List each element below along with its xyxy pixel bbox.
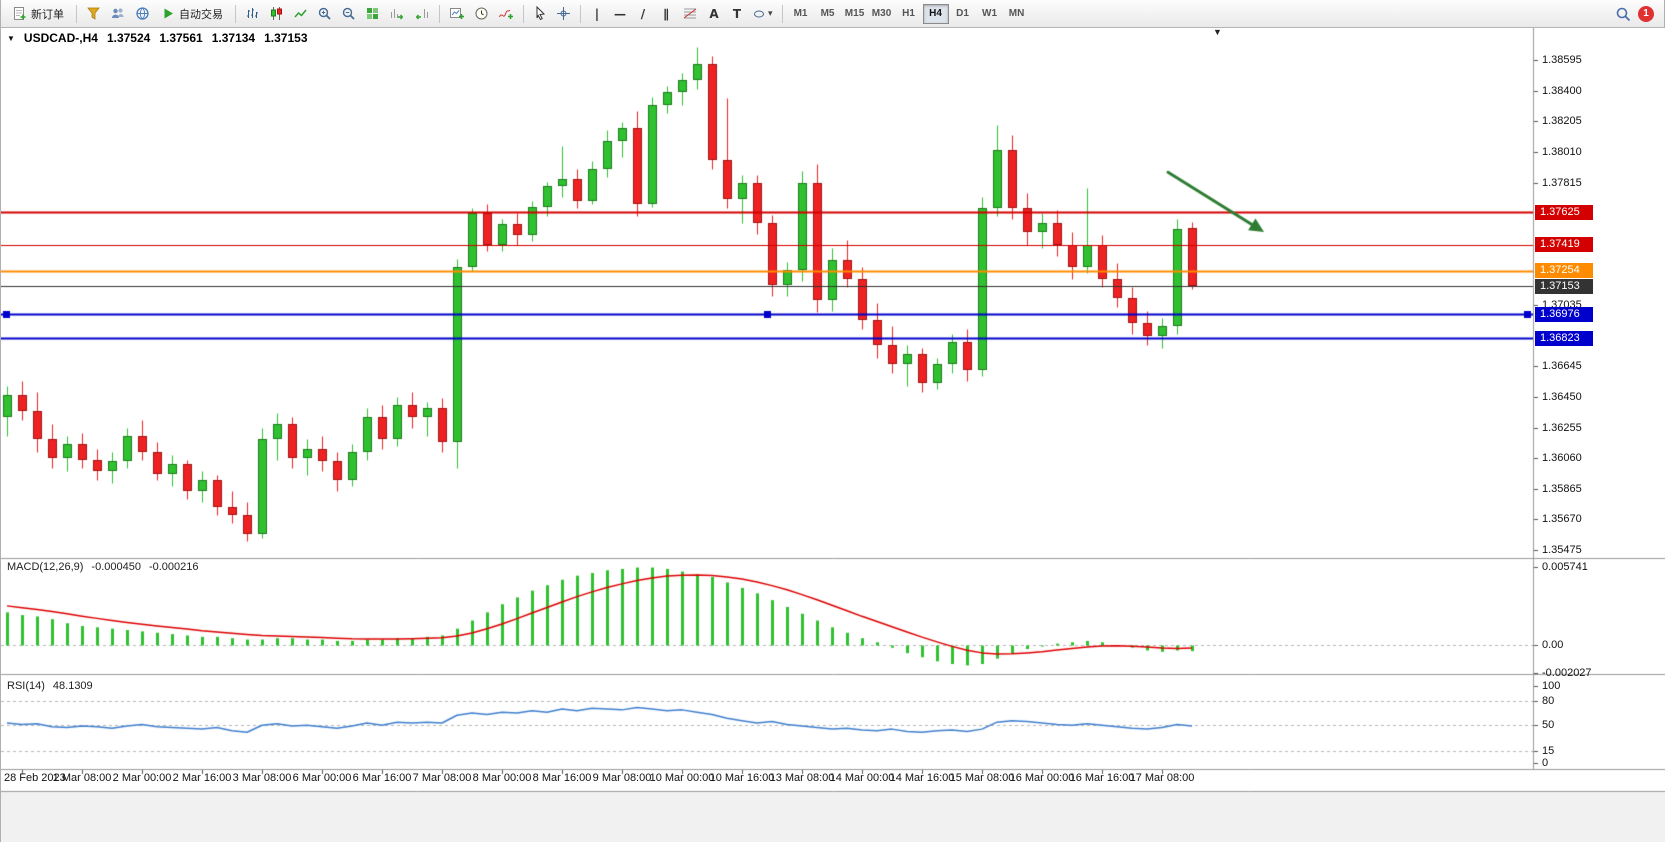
toolbar-separator (235, 4, 236, 23)
quote-open: 1.37524 (106, 31, 151, 45)
rsi-indicator-label: RSI(14) 48.1309 (7, 680, 93, 692)
period-clock-button[interactable] (470, 3, 493, 25)
quote-high: 1.37561 (159, 31, 203, 45)
autoscroll-button[interactable] (385, 3, 409, 25)
horizontal-line-button[interactable]: — (609, 3, 631, 25)
price-line-tag[interactable]: 1.37153 (1535, 278, 1593, 294)
cursor-icon (536, 6, 546, 21)
fibonacci-button[interactable] (678, 3, 702, 25)
autoscroll-icon (391, 9, 403, 20)
price-line-tag[interactable]: 1.37254 (1535, 263, 1593, 279)
chart-symbol-period: USDCAD-,H4 (23, 31, 98, 45)
users-icon (112, 8, 124, 18)
timeframe-h1-button[interactable]: H1 (896, 4, 922, 24)
new-order-label: 新订单 (31, 8, 64, 21)
autotrading-label: 自动交易 (179, 8, 223, 21)
timeframe-mn-button[interactable]: MN (1004, 4, 1030, 24)
timeframe-m15-button[interactable]: M15 (842, 4, 868, 24)
price-line-tag[interactable]: 1.37419 (1535, 237, 1593, 253)
zoom-in-button[interactable] (313, 3, 336, 25)
new-order-icon (14, 7, 26, 20)
toolbar-separator (439, 4, 440, 23)
candlestick-icon (271, 7, 282, 20)
main-toolbar: 新订单 自动交易 (1, 0, 1664, 28)
rsi-name: RSI(14) (7, 680, 45, 692)
new-chart-icon (450, 8, 464, 19)
search-button[interactable] (1611, 3, 1635, 25)
info-globe-button[interactable] (131, 3, 154, 25)
price-line-tag[interactable]: 1.37625 (1535, 204, 1593, 220)
price-line-tag[interactable]: 1.36976 (1535, 306, 1593, 322)
play-icon (164, 8, 173, 19)
macd-indicator-label: MACD(12,26,9) -0.000450 -0.000216 (7, 561, 199, 573)
chart-shift-marker-icon[interactable]: ▼ (1213, 27, 1222, 37)
indicators-icon (499, 9, 513, 19)
zoom-out-icon (342, 7, 355, 20)
quote-low: 1.37134 (211, 31, 256, 45)
macd-name: MACD(12,26,9) (7, 561, 84, 573)
line-chart-button[interactable] (289, 3, 312, 25)
vertical-line-button[interactable]: | (586, 3, 608, 25)
clock-icon (475, 7, 488, 20)
indicators-button[interactable] (494, 3, 518, 25)
shapes-dropdown-button[interactable]: ▾ (749, 3, 777, 25)
new-order-button[interactable]: 新订单 (5, 3, 71, 25)
community-users-button[interactable] (106, 3, 130, 25)
cursor-button[interactable] (529, 3, 551, 25)
candlestick-chart-button[interactable] (265, 3, 288, 25)
label-tool-button[interactable]: T (726, 3, 748, 25)
chevron-down-icon: ▾ (768, 8, 773, 19)
rsi-value: 48.1309 (52, 680, 93, 692)
search-icon (1616, 7, 1631, 21)
ellipse-shape-icon (754, 10, 764, 17)
timeframe-d1-button[interactable]: D1 (950, 4, 976, 24)
fibonacci-icon (683, 8, 697, 19)
crosshair-button[interactable] (552, 3, 575, 25)
notification-badge[interactable]: 1 (1638, 5, 1654, 22)
trendline-button[interactable]: / (632, 3, 654, 25)
globe-icon (136, 7, 149, 20)
chart-shift-icon (416, 9, 428, 20)
timeframe-h4-button[interactable]: H4 (922, 3, 949, 24)
chart-canvas[interactable] (1, 28, 1665, 842)
funnel-icon (87, 7, 100, 20)
toolbar-separator (523, 4, 524, 23)
timeframe-m1-button[interactable]: M1 (788, 4, 814, 24)
line-chart-icon (294, 9, 307, 18)
chart-title: ▼ USDCAD-,H4 1.37524 1.37561 1.37134 1.3… (7, 31, 308, 45)
channel-button[interactable]: ∥ (655, 3, 677, 25)
tile-windows-button[interactable] (361, 3, 384, 25)
chart-shift-button[interactable] (410, 3, 434, 25)
toolbar-separator (781, 4, 783, 23)
tile-windows-icon (367, 8, 378, 19)
macd-signal-value: -0.000216 (148, 561, 199, 573)
crosshair-icon (557, 7, 570, 20)
new-chart-button[interactable] (445, 3, 469, 25)
autotrading-button[interactable]: 自动交易 (155, 3, 230, 25)
text-tool-button[interactable]: A (703, 3, 725, 25)
timeframe-w1-button[interactable]: W1 (977, 4, 1003, 24)
timeframe-m30-button[interactable]: M30 (869, 4, 895, 24)
toolbar-separator (76, 4, 77, 23)
zoom-in-icon (318, 7, 331, 20)
timeframe-m5-button[interactable]: M5 (815, 4, 841, 24)
quote-close: 1.37153 (264, 31, 308, 45)
price-line-tag[interactable]: 1.36823 (1535, 330, 1593, 346)
bar-chart-button[interactable] (241, 3, 264, 25)
macd-value: -0.000450 (91, 561, 141, 573)
zoom-out-button[interactable] (337, 3, 360, 25)
symbol-dropdown-icon[interactable]: ▼ (7, 33, 15, 43)
toolbar-separator (580, 4, 581, 23)
bar-chart-icon (247, 8, 258, 18)
funnel-tool-button[interactable] (82, 3, 105, 25)
